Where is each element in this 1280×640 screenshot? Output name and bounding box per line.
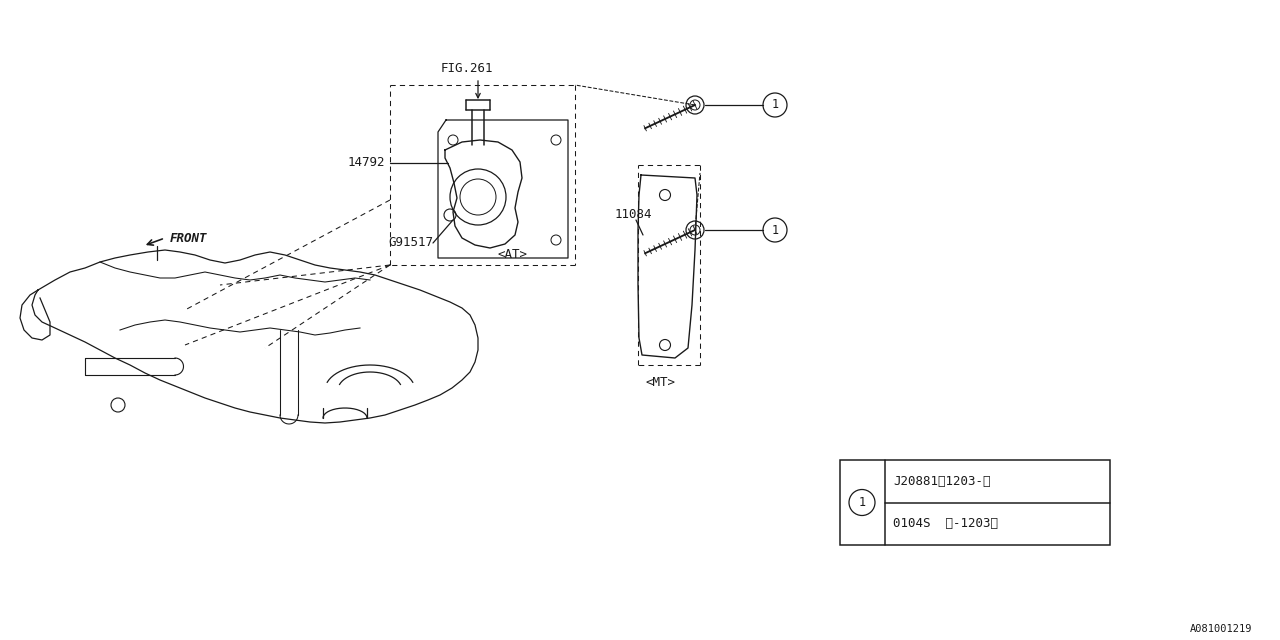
Text: 1: 1 (772, 223, 778, 237)
Text: 14792: 14792 (347, 157, 385, 170)
Circle shape (686, 96, 704, 114)
Text: 1: 1 (859, 496, 865, 509)
Text: 0104S  （-1203）: 0104S （-1203） (893, 517, 998, 531)
Circle shape (763, 93, 787, 117)
Circle shape (849, 490, 876, 515)
Text: 11084: 11084 (614, 209, 653, 221)
Bar (840, 460, 1110, 545)
Circle shape (763, 218, 787, 242)
Text: J20881（1203-）: J20881（1203-） (893, 475, 991, 488)
Text: G91517: G91517 (388, 237, 433, 250)
Text: A081001219: A081001219 (1189, 624, 1252, 634)
Text: <MT>: <MT> (645, 376, 675, 388)
Text: 1: 1 (772, 99, 778, 111)
Text: <AT>: <AT> (498, 248, 529, 262)
Circle shape (686, 221, 704, 239)
Text: FRONT: FRONT (170, 232, 207, 244)
Text: FIG.261: FIG.261 (440, 61, 493, 74)
